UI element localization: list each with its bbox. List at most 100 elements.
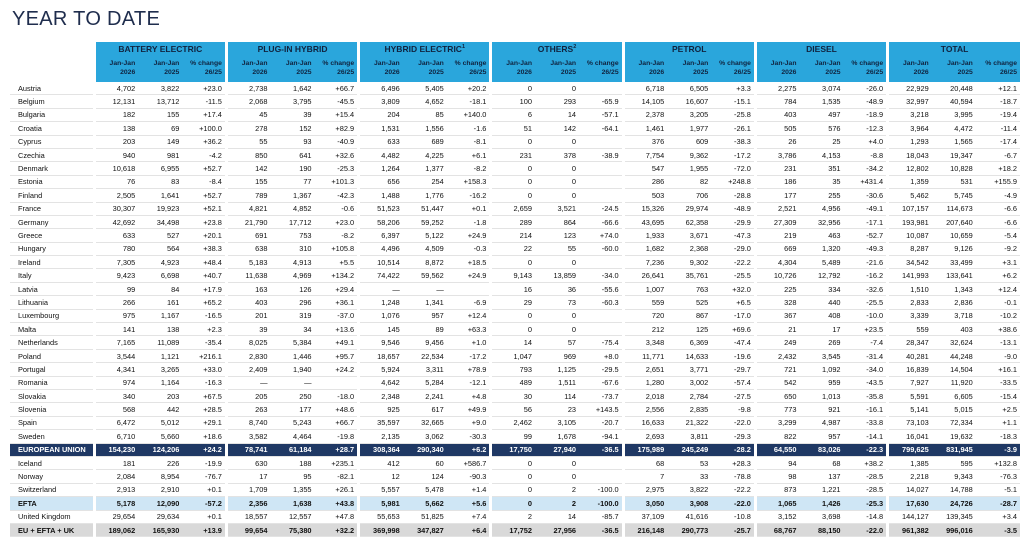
cell: 403	[753, 108, 800, 123]
cell: -25.5	[843, 295, 888, 310]
cell: 30,307	[92, 202, 139, 216]
cell: 0	[489, 309, 535, 324]
table-row: Norway 2,084 8,954 -76.7 17 95 -82.1 12 124 -90.3…	[10, 469, 1020, 484]
cell: 2,275	[753, 82, 800, 96]
cell: 3,062	[402, 429, 447, 444]
table-row: EU + EFTA + UK 189,062 165,930 +13.9 99,654 7…	[10, 523, 1020, 537]
cell: 6,710	[92, 429, 139, 444]
cell: 347,827	[402, 523, 447, 537]
column-header-line: Jan-Jan	[374, 59, 400, 67]
cell: +20.1	[182, 228, 227, 243]
column-header-line: 2025	[560, 68, 577, 76]
column-header-line: Jan-Jan	[947, 59, 973, 67]
cell: -8.8	[843, 148, 888, 163]
cell: -8.1	[446, 135, 491, 149]
cell: 5,662	[402, 496, 447, 511]
table-row: Latvia 99 84 +17.9 163 126 +29.4— —16 36 -55.6 1,0…	[10, 282, 1020, 297]
cell: +15.4	[314, 108, 359, 123]
cell: 6,698	[138, 268, 183, 283]
cell: —	[402, 282, 447, 297]
cell: 62,358	[667, 215, 712, 230]
column-header-line: 2026	[120, 68, 136, 76]
cell: 6,605	[931, 389, 976, 404]
cell: -1.8	[446, 215, 491, 230]
cell: 250	[270, 389, 315, 404]
cell: +32.6	[314, 148, 359, 163]
row-label: Norway	[10, 469, 95, 484]
cell: +24.9	[446, 268, 491, 283]
row-label: Slovenia	[10, 402, 95, 417]
column-header-line: Jan-Jan	[418, 59, 444, 67]
cell: 9,362	[667, 148, 712, 163]
cell: 0	[489, 255, 535, 270]
cell: 32,997	[886, 94, 932, 109]
cell: 5,015	[931, 402, 976, 417]
table-row: Ireland 7,305 4,923 +48.4 5,183 4,913 +5.5 10,5…	[10, 255, 1020, 270]
table-row: Iceland 181 226 -19.9 630 188 +235.1 412 60 +586.…	[10, 456, 1020, 471]
group-header: PETROL	[621, 42, 756, 55]
cell: +6.1	[446, 148, 491, 163]
cell: +235.1	[314, 456, 359, 471]
cell: 1,510	[886, 282, 932, 297]
column-header-line: % change	[719, 59, 751, 67]
cell: 39	[224, 322, 271, 337]
cell: +0.1	[446, 202, 491, 216]
cell: 16,633	[621, 416, 668, 431]
cell: 7,927	[886, 376, 932, 390]
cell: 9,456	[402, 335, 447, 350]
cell: -29.3	[711, 429, 756, 444]
cell: 463	[799, 228, 844, 243]
cell: 22,534	[402, 349, 447, 364]
cell: +155.9	[975, 175, 1020, 190]
cell: -7.4	[843, 335, 888, 350]
cell: 14	[534, 510, 580, 524]
cell: -11.5	[182, 94, 227, 109]
cell: 3,348	[621, 335, 668, 350]
cell: 18,657	[357, 349, 403, 364]
cell: -29.7	[711, 362, 756, 377]
cell: 12,792	[799, 268, 844, 283]
cell: 10,828	[931, 161, 976, 176]
cell: +69.6	[711, 322, 756, 337]
cell: -18.7	[975, 94, 1020, 109]
table-row: Germany 42,692 34,498 +23.8 21,790 17,712 +23.…	[10, 215, 1020, 230]
cell: 9,143	[489, 268, 535, 283]
cell: 3,582	[224, 429, 271, 444]
row-label: Greece	[10, 228, 95, 243]
cell: 189,062	[92, 523, 139, 537]
cell: 10,618	[92, 161, 139, 176]
cell: 1,488	[357, 188, 403, 203]
cell: -34.0	[843, 362, 888, 377]
cell: 595	[931, 456, 976, 471]
cell: -100.0	[579, 496, 624, 511]
column-header-line: 2026	[384, 68, 400, 76]
cell: 20,448	[931, 82, 976, 96]
row-label: Austria	[10, 82, 95, 96]
cell: 310	[270, 242, 315, 257]
cell: 0	[489, 469, 535, 484]
cell: 114,673	[931, 202, 976, 216]
cell: 1,248	[357, 295, 403, 310]
cell: -35.4	[182, 335, 227, 350]
cell: +40.7	[182, 268, 227, 283]
cell	[446, 282, 491, 297]
cell: 793	[489, 362, 535, 377]
row-label: EUROPEAN UNION	[10, 443, 95, 457]
cell: 40,594	[931, 94, 976, 109]
cell: +134.2	[314, 268, 359, 283]
cell: 182	[92, 108, 139, 123]
cell: 2,018	[621, 389, 668, 404]
cell: -8.4	[182, 175, 227, 190]
column-header-line: Jan-Jan	[903, 59, 929, 67]
column-header-line: 2025	[428, 68, 444, 76]
cell: -28.5	[843, 483, 888, 498]
cell	[579, 309, 624, 324]
cell: 138	[92, 121, 139, 136]
cell: -60.0	[579, 242, 624, 257]
column-header-line: Jan-Jan	[506, 59, 532, 67]
cell: 5,924	[357, 362, 403, 377]
cell: 41,616	[667, 510, 712, 524]
cell: +43.8	[314, 496, 359, 511]
cell: +63.3	[446, 322, 491, 337]
cell: -73.7	[579, 389, 624, 404]
